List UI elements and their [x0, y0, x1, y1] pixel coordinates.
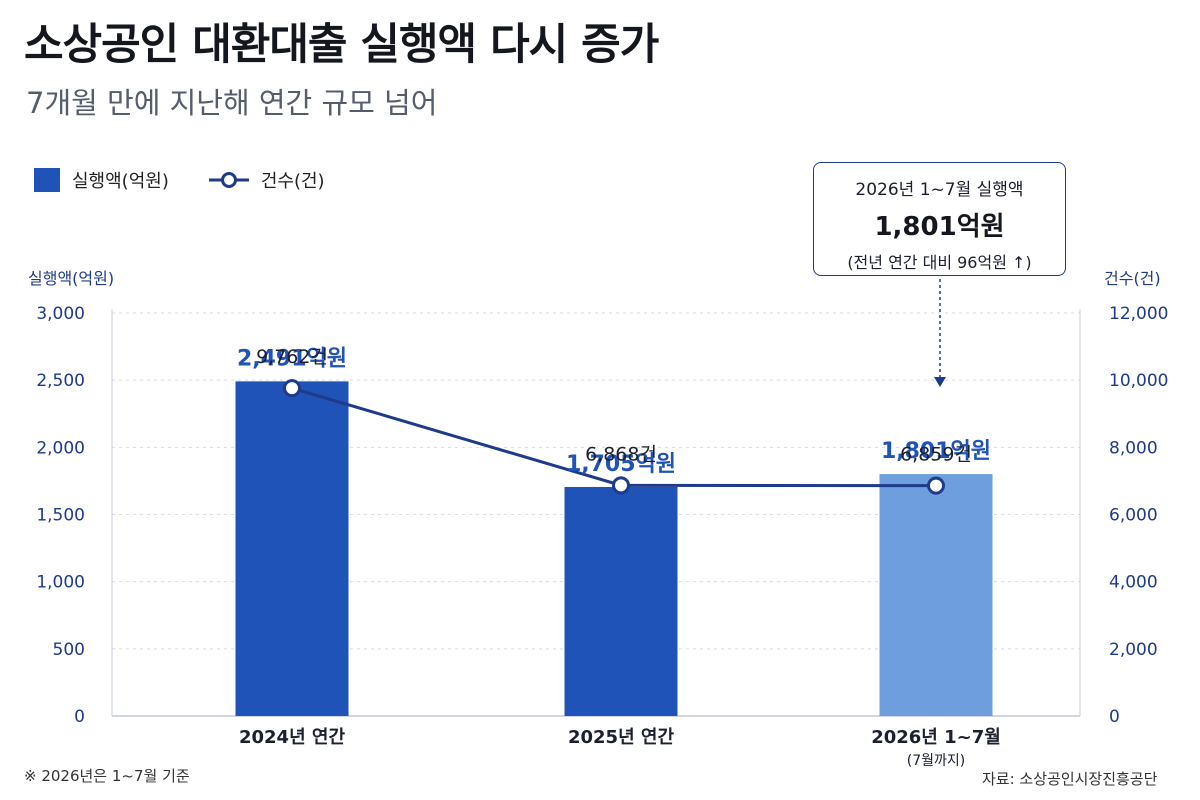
count-value-label: 6,868건	[585, 443, 657, 465]
right-tick-label: 0	[1109, 707, 1120, 727]
bar-value-label: 2,491억원	[237, 346, 347, 371]
x-category-note: (7월까지)	[907, 753, 965, 769]
bar	[235, 381, 349, 716]
chart-subtitle: 7개월 만에 지난해 연간 규모 넘어	[26, 86, 438, 120]
right-tick-label: 10,000	[1109, 371, 1168, 391]
chart-title: 소상공인 대환대출 실행액 다시 증가	[24, 20, 659, 70]
callout-note: (전년 연간 대비 96억원 ↑)	[847, 253, 1032, 272]
legend-line-marker-icon	[208, 172, 249, 188]
bar	[564, 486, 678, 716]
count-point	[612, 476, 630, 495]
left-tick-label: 1,500	[36, 506, 85, 526]
bar-value-label: 1,801억원	[881, 439, 991, 464]
legend-bar-label: 실행액(억원)	[72, 171, 169, 192]
legend-line-label: 건수(건)	[260, 171, 325, 192]
count-point	[283, 379, 301, 398]
callout-box: 2026년 1~7월 실행액 1,801억원 (전년 연간 대비 96억원 ↑)	[813, 162, 1066, 276]
footnote: ※ 2026년은 1~7월 기준	[24, 767, 190, 785]
bar-value-label: 1,705억원	[566, 452, 676, 477]
x-category-label: 2024년 연간	[239, 727, 345, 748]
right-tick-label: 8,000	[1109, 438, 1158, 458]
callout-value: 1,801억원	[874, 212, 1005, 242]
count-point	[927, 476, 945, 495]
legend: 실행액(억원) 건수(건)	[34, 167, 325, 193]
right-axis-title: 건수(건)	[1104, 269, 1161, 288]
callout-title: 2026년 1~7월 실행액	[855, 180, 1024, 200]
legend-bar-swatch	[34, 168, 60, 192]
left-tick-label: 500	[53, 640, 85, 660]
source-credit: 자료: 소상공인시장진흥공단	[982, 770, 1158, 788]
count-value-label: 6,859건	[900, 444, 972, 466]
left-tick-label: 0	[74, 707, 85, 727]
left-tick-label: 1,000	[36, 573, 85, 593]
bar	[879, 474, 993, 716]
x-category-label: 2026년 1~7월	[871, 727, 1001, 748]
left-axis-title: 실행액(억원)	[28, 269, 115, 288]
left-tick-label: 2,000	[36, 438, 85, 458]
right-tick-label: 4,000	[1109, 573, 1158, 593]
left-tick-label: 2,500	[36, 371, 85, 391]
right-tick-label: 12,000	[1109, 304, 1168, 324]
callout-arrow-head-icon	[934, 377, 946, 387]
count-value-label: 9,762건	[256, 346, 328, 368]
x-category-label: 2025년 연간	[568, 727, 674, 748]
right-tick-label: 6,000	[1109, 506, 1158, 526]
right-tick-label: 2,000	[1109, 640, 1158, 660]
left-tick-label: 3,000	[36, 304, 85, 324]
